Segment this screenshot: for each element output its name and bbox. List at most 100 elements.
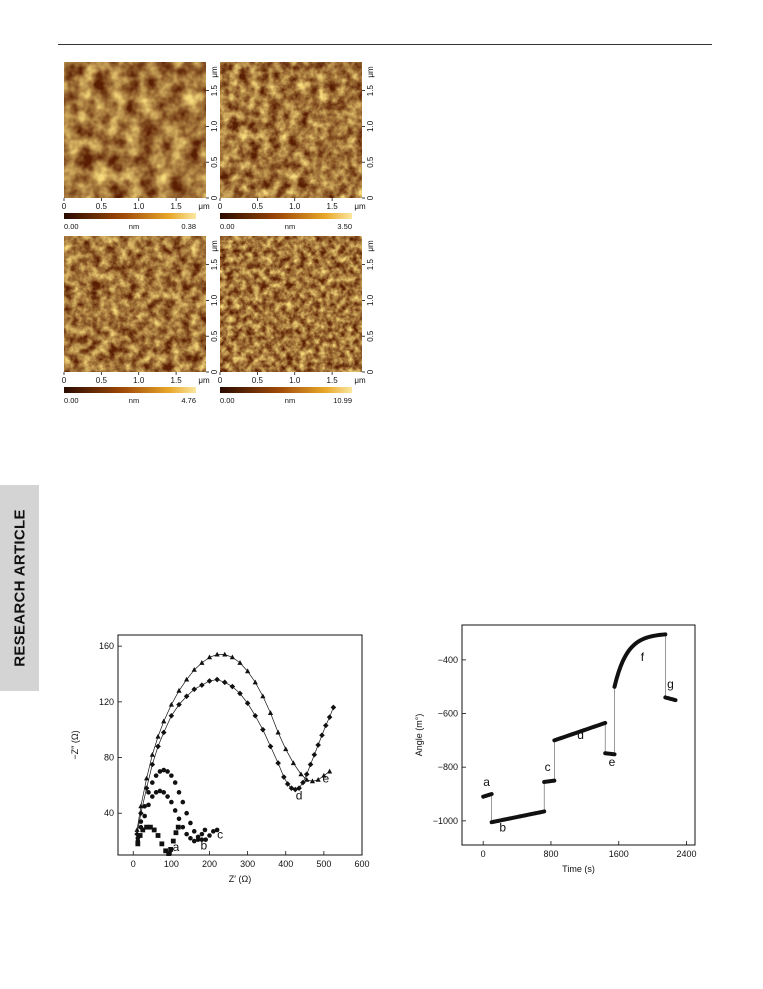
data-point — [180, 799, 186, 805]
plot-frame — [117, 634, 363, 856]
data-point — [153, 773, 159, 778]
afm-y-tick: 0 — [366, 369, 375, 374]
afm-x-tick: 1.5 — [327, 376, 339, 385]
afm-x-tick: 1.5 — [171, 202, 183, 211]
data-point — [168, 847, 174, 852]
y-tick-label: 40 — [104, 808, 114, 818]
afm-y-tick: 1.0 — [210, 294, 219, 306]
data-point — [140, 827, 146, 833]
x-tick-label: 300 — [240, 859, 255, 869]
afm-x-tick: 1.0 — [289, 202, 301, 211]
data-point — [199, 682, 205, 688]
x-axis-label: Time (s) — [562, 864, 595, 874]
y-axis-label: Angle (m°) — [414, 714, 424, 757]
segment-e — [603, 751, 617, 757]
afm-x-unit: μm — [354, 376, 366, 385]
data-point — [168, 701, 174, 707]
afm-y-tick: 0 — [210, 369, 219, 374]
segment-label-b: b — [499, 821, 506, 835]
data-point — [275, 729, 281, 735]
data-point — [275, 760, 281, 766]
afm-y-tick: 1.5 — [366, 85, 375, 97]
data-point — [161, 790, 167, 795]
y-tick-label: −800 — [438, 762, 458, 772]
data-point — [176, 790, 182, 795]
data-point — [237, 690, 243, 697]
afm-x-tick: 1.0 — [133, 376, 145, 385]
segment-label-e: e — [609, 755, 616, 769]
data-point — [163, 848, 169, 854]
data-point — [307, 761, 314, 768]
afm-x-tick: 0.5 — [96, 376, 108, 385]
data-point — [191, 667, 197, 672]
data-point — [260, 726, 266, 733]
data-point — [134, 831, 140, 837]
data-point — [319, 732, 325, 739]
segment-label-d: d — [577, 728, 584, 742]
afm-y-unit: μm — [366, 240, 375, 252]
afm-panel-1: 0 0.5 1.0 1.5 μm 0 0.5 1.0 1.5 μm 0.00 nm 0.38 — [58, 58, 378, 238]
series-e — [134, 651, 333, 832]
data-point — [284, 781, 291, 787]
data-point — [311, 751, 318, 758]
data-point — [202, 827, 208, 833]
x-tick-label: 0 — [131, 859, 136, 869]
data-point — [195, 834, 201, 840]
data-point — [303, 771, 310, 778]
header-rule — [58, 44, 712, 45]
afm-x-tick: 0 — [218, 376, 223, 385]
data-point — [150, 794, 155, 799]
data-point — [298, 771, 304, 777]
data-point — [173, 830, 179, 836]
afm-y-tick: 1.5 — [210, 85, 219, 97]
x-tick-label: 400 — [278, 859, 293, 869]
afm-y-tick: 1.5 — [366, 259, 375, 271]
segment-label-g: g — [667, 677, 674, 691]
afm-y-tick: 0 — [366, 195, 375, 200]
data-point — [315, 777, 321, 782]
x-tick-label: 500 — [316, 859, 331, 869]
data-point — [170, 838, 176, 844]
data-point — [191, 686, 198, 693]
section-tab: RESEARCH ARTICLE — [0, 485, 39, 691]
data-point — [142, 803, 147, 809]
afm-x-unit: μm — [198, 202, 210, 211]
afm-x-unit: μm — [198, 376, 210, 385]
y-tick-label: 120 — [99, 697, 114, 707]
x-axis-label: Z′ (Ω) — [229, 874, 251, 884]
afm-scale-min: 0.00 — [64, 222, 79, 231]
data-point — [138, 824, 144, 830]
data-point — [151, 827, 157, 833]
data-point — [222, 651, 228, 657]
data-point — [203, 837, 208, 842]
data-point — [176, 816, 182, 822]
afm-scale-max: 3.50 — [337, 222, 352, 231]
data-point — [330, 704, 337, 711]
afm-colorbar — [64, 387, 196, 393]
afm-scale-unit: nm — [285, 396, 295, 405]
data-point — [304, 777, 310, 782]
data-point — [191, 838, 197, 844]
segment-b — [489, 809, 547, 825]
curve-label-d: d — [296, 788, 303, 802]
segment-f — [612, 632, 668, 689]
afm-y-tick: 1.5 — [210, 259, 219, 271]
data-point — [180, 824, 186, 830]
plot-frame — [461, 624, 696, 846]
segment-d — [552, 720, 608, 743]
series-line — [136, 654, 330, 830]
afm-scale-unit: nm — [285, 222, 295, 231]
data-point — [161, 718, 167, 724]
afm-x-tick: 0 — [62, 376, 67, 385]
data-point — [168, 712, 175, 719]
afm-x-tick: 1.5 — [171, 376, 183, 385]
segment-a — [481, 792, 494, 799]
data-point — [148, 824, 153, 830]
data-point — [260, 693, 266, 699]
data-point — [142, 813, 147, 819]
y-axis-label: −Z″ (Ω) — [70, 730, 80, 759]
afm-y-tick: 1.0 — [366, 120, 375, 132]
afm-panel-2: 0 0.5 1.0 1.5 μm 0 0.5 1.0 1.5 μm 0.00 nm 3.50 — [214, 58, 534, 238]
data-point — [157, 769, 163, 774]
data-point — [188, 820, 193, 826]
